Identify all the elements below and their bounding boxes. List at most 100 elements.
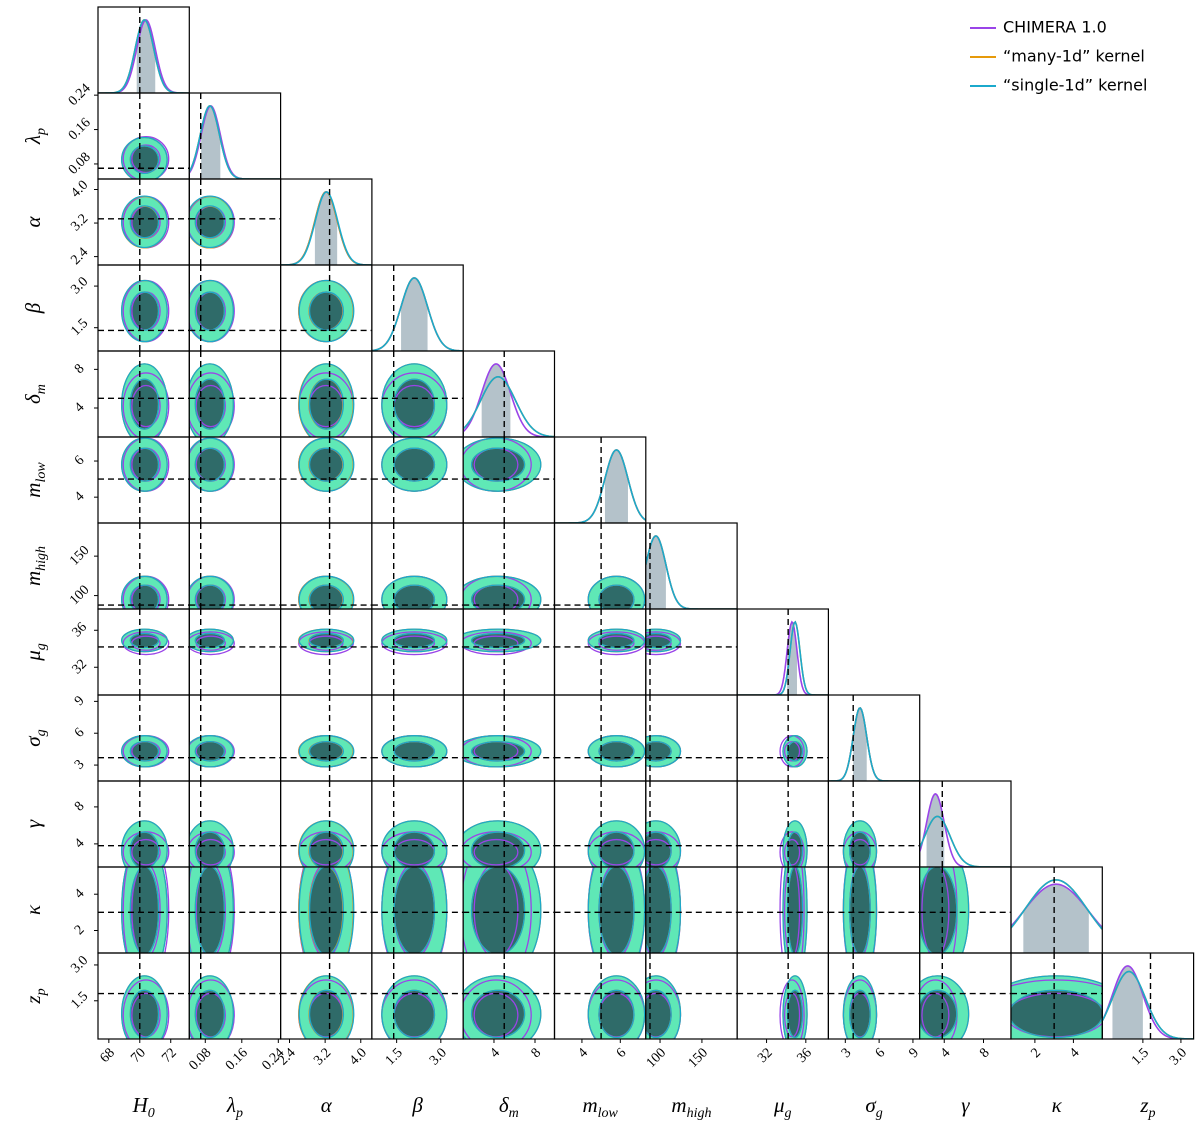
panel (554, 867, 646, 953)
label-base: m (21, 483, 45, 498)
x-tick-label: 1.5 (1129, 1045, 1152, 1068)
label-sub: g (785, 1106, 792, 1121)
contour-line (129, 291, 160, 331)
contour-fill (645, 990, 672, 1038)
panel (98, 609, 190, 695)
y-tick-label: 2.4 (68, 245, 91, 268)
x-axis-label: H0 (132, 1093, 155, 1121)
x-axis-label: λp (226, 1093, 243, 1121)
contour-fill (309, 585, 344, 609)
label-base: α (321, 1093, 333, 1117)
panel (189, 351, 281, 437)
panel (280, 609, 372, 695)
label-base: α (21, 216, 45, 228)
label-sub: g (876, 1106, 883, 1121)
contour-line (298, 437, 355, 492)
contour-fill (195, 292, 225, 331)
panel (737, 953, 829, 1039)
contour-line (194, 989, 226, 1039)
x-tick-label: 0.08 (186, 1045, 214, 1073)
panel (98, 437, 190, 523)
contour-line (308, 378, 345, 430)
contour-line (189, 363, 234, 437)
panel (189, 695, 281, 781)
credible-band (401, 277, 428, 351)
marginal-curve (828, 707, 920, 781)
y-tick-label: 1.5 (68, 989, 91, 1012)
panel (189, 781, 281, 867)
legend-label: “single-1d” kernel (1003, 76, 1147, 95)
contour-line (189, 628, 234, 653)
contour-line (129, 831, 160, 867)
contour-line (189, 279, 234, 343)
marginal-curve (554, 449, 646, 523)
panel (828, 695, 920, 781)
contour-fill (309, 867, 344, 953)
panel (280, 953, 372, 1039)
panel (280, 781, 372, 867)
y-tick-label: 0.08 (66, 150, 94, 178)
panel (280, 265, 372, 351)
contour-line (381, 631, 448, 656)
contour-line (1011, 979, 1103, 988)
label-base: μ (773, 1093, 785, 1117)
contour-line (298, 575, 355, 609)
panel (645, 953, 738, 1039)
panel (919, 953, 1011, 1039)
label-base: δ (499, 1093, 510, 1117)
y-axis-label: β (21, 302, 45, 314)
panel-frame (1101, 952, 1195, 1040)
panel (463, 781, 555, 867)
contour-line (194, 867, 226, 953)
contour-line (121, 628, 168, 653)
x-tick-label: 3 (839, 1045, 855, 1061)
contour-line (470, 447, 526, 482)
contour-line (194, 447, 226, 482)
contour-fill (849, 990, 871, 1038)
contour-line (121, 136, 168, 179)
contour-line (463, 820, 542, 867)
credible-band (645, 535, 666, 609)
contour-line (189, 735, 234, 768)
label-base: H (132, 1093, 150, 1117)
contour-line (122, 979, 170, 1039)
contour-line (463, 979, 532, 1039)
label-sub: high (34, 546, 49, 571)
panel-frame (736, 694, 829, 782)
x-axis-label: κ (1052, 1093, 1063, 1117)
label-sub: 0 (148, 1106, 155, 1121)
panel (371, 953, 464, 1039)
panel (189, 523, 281, 609)
x-tick-label: 100 (644, 1045, 669, 1070)
contour-line (783, 838, 801, 866)
contour-line (919, 867, 958, 953)
contour-fill (130, 205, 159, 238)
x-tick-label: 4 (575, 1045, 591, 1061)
contour-line (381, 437, 448, 492)
y-axis-label: zp (21, 988, 49, 1004)
label-base: κ (21, 904, 45, 915)
x-tick-label: 4 (1067, 1045, 1083, 1061)
contour-fill (645, 867, 672, 953)
contour-fill (195, 448, 225, 482)
contour-line (121, 867, 168, 953)
x-axis-label: zp (1139, 1093, 1155, 1121)
contour-line (849, 989, 871, 1039)
label-sub: p (1148, 1106, 1156, 1121)
contour-line (587, 631, 646, 656)
contour-line (473, 867, 519, 953)
contour-line (782, 735, 808, 768)
contour-line (598, 635, 635, 651)
panel (371, 437, 464, 523)
x-tick-label: 4 (488, 1045, 504, 1061)
contour-line (189, 975, 234, 1039)
y-axis-label: κ (21, 904, 45, 915)
contour-line (122, 867, 170, 953)
contour-line (587, 628, 646, 653)
contour-line (587, 975, 646, 1039)
contour-fill (195, 379, 225, 430)
panel (371, 867, 464, 953)
contour-line (381, 363, 448, 437)
label-sub: low (34, 462, 49, 483)
